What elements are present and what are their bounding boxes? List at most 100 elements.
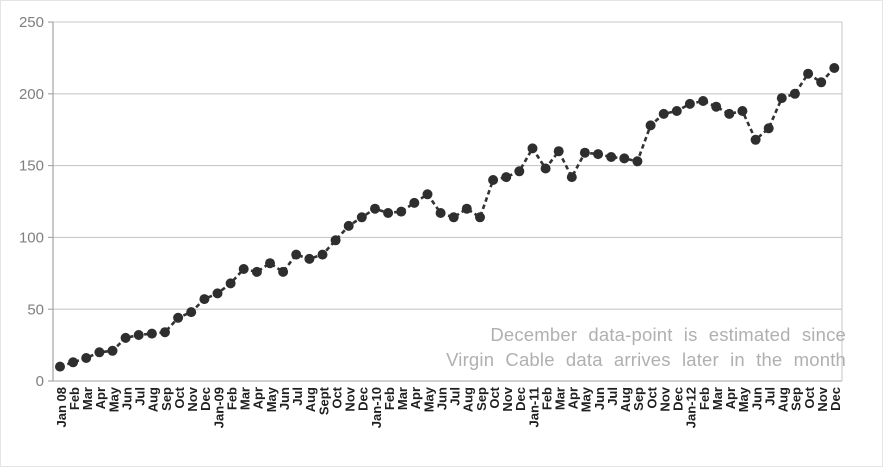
data-point [593,149,604,160]
data-point [55,361,65,372]
x-axis-label: Aug [776,387,791,412]
x-axis-label: Nov [658,386,673,411]
x-axis-label: May [736,386,751,412]
data-point [816,77,827,88]
x-axis-label: Mar [238,387,253,410]
data-point [829,63,840,73]
data-point [671,106,682,116]
data-point [514,166,525,177]
x-axis-label: Jun [434,387,449,410]
x-axis-label: Aug [461,387,476,412]
x-axis-label: Apr [723,387,738,409]
x-axis-label: May [421,386,436,412]
data-point [146,328,157,339]
annotation-line-2: Virgin Cable data arrives later in the m… [446,349,846,370]
x-axis-label: Oct [644,386,659,408]
x-axis-label: May [579,386,594,412]
data-point [291,249,302,260]
x-axis-label: Mar [80,387,95,410]
data-point [803,68,814,79]
data-point [658,108,669,119]
x-axis-label: Feb [224,387,239,410]
x-axis-label: Dec [356,387,371,411]
x-axis-label: Apr [251,387,266,409]
y-axis-label: 150 [19,158,44,175]
x-axis-label: Sep [474,387,489,411]
x-axis-label: Dec [671,387,686,411]
x-axis-label: Feb [539,387,554,410]
data-point [107,345,118,356]
x-axis-label: Aug [303,387,318,412]
x-axis-label: Jan-12 [684,387,699,428]
annotation-line-1: December data-point is estimated since [490,324,846,345]
chart-annotation: December data-point is estimated since V… [446,322,846,372]
data-point [645,120,656,131]
data-point [579,147,590,158]
data-point [409,197,420,208]
x-axis-label: Dec [198,387,213,411]
data-point [356,212,367,223]
x-axis-label: Feb [382,387,397,410]
data-point [212,288,223,299]
data-point [540,163,551,174]
x-axis-label: Nov [343,386,358,411]
data-point [173,312,184,323]
data-point [566,172,577,183]
x-axis-label: Apr [93,387,108,409]
x-axis-label: Oct [487,386,502,408]
x-axis-label: Sep [631,387,646,411]
data-point [698,96,709,106]
x-axis-label: May [106,386,121,412]
x-axis-label: Mar [553,387,568,410]
x-axis-label: Jul [448,387,463,406]
data-point [94,347,105,358]
data-point [317,249,328,260]
x-axis-label: Nov [185,386,200,411]
y-axis-label: 100 [19,230,44,247]
y-axis-label: 50 [27,301,44,318]
data-point [238,264,249,274]
data-point [684,98,695,109]
x-axis-label: Dec [513,387,528,411]
x-axis-label: Jan-11 [526,387,541,427]
x-axis-label: May [264,386,279,412]
y-axis-label: 200 [19,86,44,103]
data-point [553,146,564,157]
data-point [776,93,787,104]
data-point [396,206,407,217]
data-point [422,189,433,200]
x-axis-label: Jul [763,387,778,406]
data-point [501,172,512,183]
data-point [304,253,315,264]
x-axis-label: Jan 08 [54,387,69,427]
data-point [448,212,459,223]
data-point [120,332,131,343]
x-axis-label: Oct [802,386,817,408]
x-axis-label: Jan-10 [369,387,384,428]
x-axis-label: Dec [828,387,843,411]
x-axis-label: Feb [67,387,82,410]
data-point [619,153,630,164]
data-point [711,101,722,112]
data-point [186,307,197,318]
x-axis-label: Feb [697,387,712,410]
x-axis-label: Sep [159,387,174,411]
data-point [737,106,748,116]
data-point [789,88,800,99]
x-axis-label: Mar [710,387,725,410]
x-axis-label: Jun [749,387,764,410]
data-point [724,108,735,119]
data-point [225,278,236,289]
data-point [81,353,92,363]
x-axis-label: Apr [566,387,581,409]
data-point [251,266,262,277]
data-point [160,327,170,338]
x-axis-label: Jun [119,387,134,410]
data-point [199,294,210,305]
data-point [68,357,79,368]
x-axis-label: Jul [133,387,148,406]
x-axis-label: Jan-09 [211,387,226,428]
x-axis-label: Jun [277,387,292,410]
x-axis-label: Aug [618,387,633,412]
